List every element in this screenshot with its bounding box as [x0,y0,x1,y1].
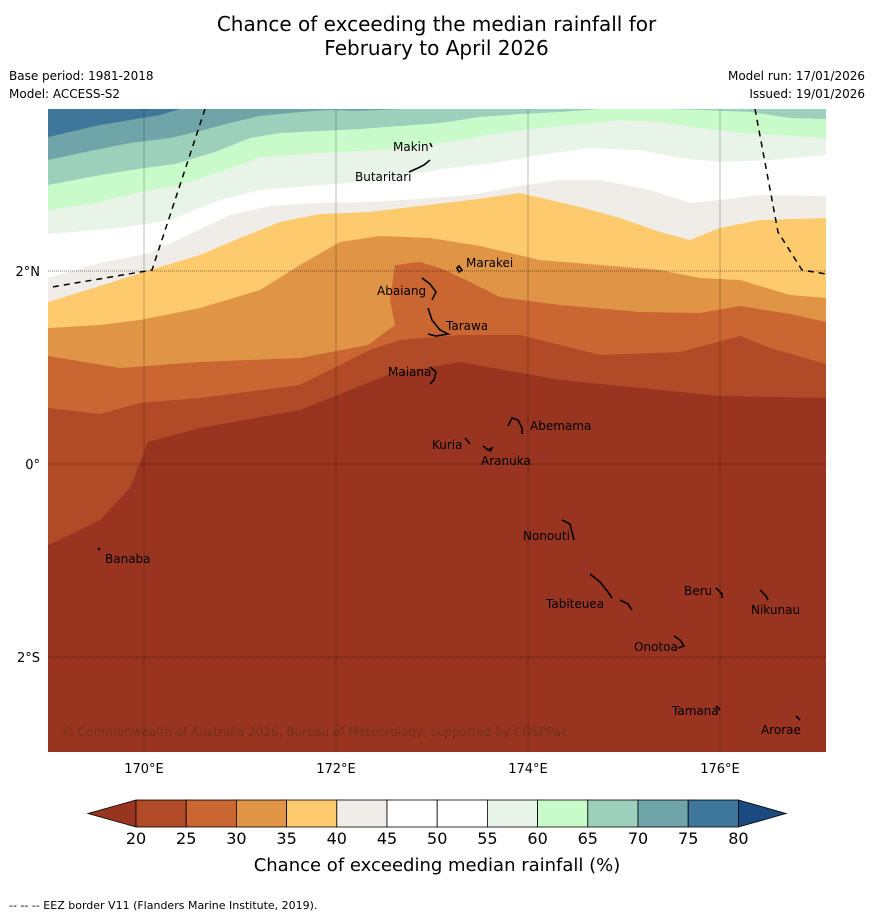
colorbar-swatch-55 [486,799,538,828]
abemama-island-shape [507,417,523,434]
title-line-2: February to April 2026 [324,36,549,60]
title-line-1: Chance of exceeding the median rainfall … [216,12,657,36]
label-beru: Beru [684,584,712,598]
label-tabiteuea: Tabiteuea [545,597,604,611]
makin-island-shape [429,142,433,148]
label-kuria: Kuria [432,438,463,452]
issued-date: Issued: 19/01/2026 [749,87,865,101]
colorbar-swatch-60 [537,799,589,828]
label-aranuka: Aranuka [481,454,531,468]
colorbar-ticks: 20 25 30 35 40 45 50 55 60 65 70 75 80 [126,829,749,848]
band-65 [48,109,826,185]
colorbar-tick-20: 20 [126,829,146,848]
marakei-island-shape [456,264,464,274]
label-onotoa: Onotoa [634,640,678,654]
islands [97,142,801,721]
model-name: Model: ACCESS-S2 [9,87,121,101]
eez-border-west [51,109,206,288]
lat-label-2s: 2°S [17,651,40,666]
model-run: Model run: 17/01/2026 [727,69,865,83]
kuria-island-shape [464,437,471,445]
colorbar-tick-35: 35 [276,829,296,848]
label-tamana: Tamana [671,704,719,718]
meta-left: Base period: 1981-2018 Model: ACCESS-S2 [9,67,154,103]
colorbar-swatch-35 [286,799,338,828]
colorbar-tick-75: 75 [678,829,698,848]
colorbar-extend-low [86,799,137,828]
colorbar-tick-65: 65 [578,829,598,848]
label-marakei: Marakei [466,256,513,270]
colorbar-swatch-25 [185,799,237,828]
label-tarawa: Tarawa [445,319,488,333]
label-abemama: Abemama [530,419,591,433]
colorbar-swatch-30 [235,799,287,828]
meta-right: Model run: 17/01/2026 Issued: 19/01/2026 [728,67,865,103]
base-period: Base period: 1981-2018 [9,69,154,83]
colorbar-swatch-50 [436,799,488,828]
label-banaba: Banaba [105,552,151,566]
label-abaiang: Abaiang [377,284,426,298]
longitude-labels: 170°E 172°E 174°E 176°E [124,762,740,777]
banaba-island-shape [97,547,101,551]
colorbar [86,799,788,828]
lon-label-170: 170°E [124,762,164,777]
lon-label-174: 174°E [508,762,548,777]
tabiteuea-island-shape [589,573,633,611]
chart-title: Chance of exceeding the median rainfall … [0,12,873,60]
lon-label-172: 172°E [316,762,356,777]
label-maiana: Maiana [388,365,431,379]
colorbar-tick-45: 45 [377,829,397,848]
tarawa-island-shape [427,307,451,337]
latitude-labels: 2°N 0° 2°S [16,265,41,666]
band-70 [48,109,430,160]
colorbar-extend-high [738,799,788,828]
colorbar-tick-60: 60 [527,829,547,848]
nonouti-island-shape [561,519,575,541]
nikunau-island-shape [759,589,769,601]
label-nonouti: Nonouti [523,529,570,543]
aranuka-island-shape [482,445,494,453]
abaiang-island-shape [421,277,437,301]
lat-label-2n: 2°N [16,265,41,280]
tamana-island-shape [715,705,721,711]
colorbar-tick-25: 25 [176,829,196,848]
beru-island-shape [715,587,723,598]
colorbar-tick-55: 55 [477,829,497,848]
label-nikunau: Nikunau [751,603,800,617]
colorbar-tick-40: 40 [327,829,347,848]
colorbar-tick-80: 80 [728,829,748,848]
label-butaritari: Butaritari [355,170,412,184]
eez-footnote: -- -- -- EEZ border V11 (Flanders Marine… [9,899,318,912]
arorae-island-shape [795,715,801,721]
colorbar-swatch-65 [587,799,639,828]
label-makin: Makin [393,140,429,154]
colorbar-swatch-45 [386,799,438,828]
lat-gridlines [48,270,826,658]
colorbar-tick-70: 70 [628,829,648,848]
label-arorae: Arorae [761,723,801,737]
copyright-notice: © Commonwealth of Australia 2026, Bureau… [62,725,567,739]
lon-label-176: 176°E [700,762,740,777]
colorbar-tick-50: 50 [427,829,447,848]
band-75 [48,109,180,137]
colorbar-swatch-40 [336,799,388,828]
colorbar-tick-30: 30 [226,829,246,848]
colorbar-title: Chance of exceeding median rainfall (%) [254,855,621,876]
maiana-island-shape [429,366,437,385]
colorbar-swatch-20 [135,799,187,828]
gridlines [143,109,721,752]
rainfall-map: Makin Butaritari Marakei Abaiang Tarawa … [48,109,826,752]
eez-border-east [754,109,826,275]
butaritari-island-shape [408,159,431,173]
place-labels: Makin Butaritari Marakei Abaiang Tarawa … [105,140,801,737]
colorbar-swatch-75 [687,799,739,828]
colorbar-swatch-70 [637,799,689,828]
onotoa-island-shape [673,635,686,649]
lat-label-0: 0° [25,458,40,473]
